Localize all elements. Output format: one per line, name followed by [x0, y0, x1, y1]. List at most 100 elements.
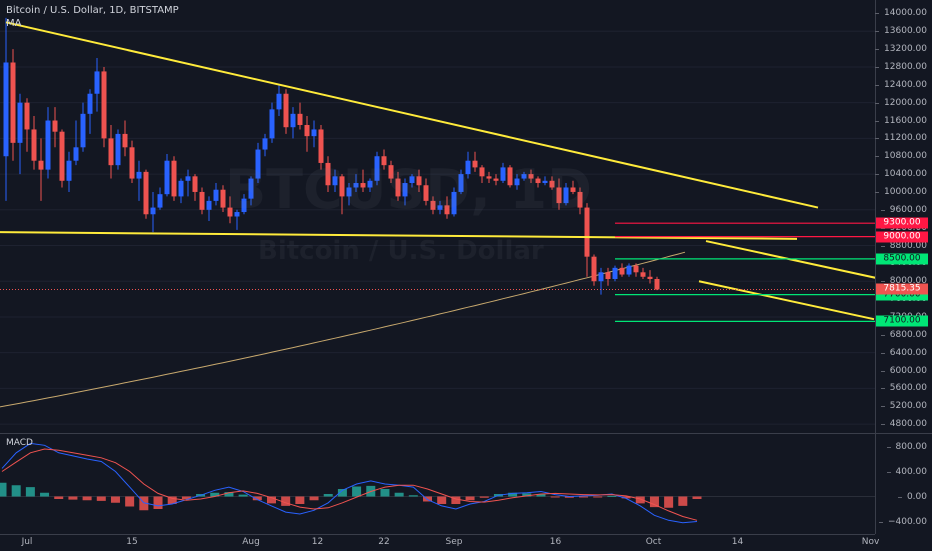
candle-body [416, 176, 422, 186]
macd-chart[interactable] [0, 434, 875, 534]
price-tick-label: 6800.00 [880, 329, 927, 340]
price-axis[interactable]: 4800.00 5200.00 5600.00 6000.00 6400.00 6800.… [875, 0, 932, 433]
trendline-channel-top [705, 240, 875, 279]
macd-histogram-bar [25, 487, 35, 497]
macd-histogram-bar [0, 482, 7, 497]
macd-histogram-bar [224, 492, 234, 497]
macd-tick-label: 400.00 [886, 466, 927, 477]
candle-body [388, 165, 394, 179]
price-tick-label: 10000.00 [875, 186, 927, 197]
time-tick-label: 22 [378, 537, 390, 547]
price-tick-label: 11600.00 [875, 115, 927, 126]
price-tick-label: 4800.00 [880, 419, 927, 430]
price-pane[interactable] [0, 0, 875, 433]
macd-histogram-bar [295, 496, 305, 504]
candle-body [143, 171, 149, 215]
candle-body [269, 109, 275, 139]
macd-histogram-bar [82, 496, 92, 501]
candle-body [101, 71, 107, 139]
candle-body [633, 265, 639, 273]
candle-body [584, 207, 590, 257]
time-tick-label: Aug [242, 537, 260, 547]
candle-body [311, 129, 317, 137]
candle-body [290, 113, 296, 128]
candle-body [171, 160, 177, 197]
support-level-tag: 7100.00 [876, 315, 928, 327]
candle-body [654, 278, 660, 290]
macd-histogram-bar [68, 496, 78, 500]
candle-body [297, 113, 303, 125]
candle-body [598, 272, 604, 282]
price-tick-label: 13600.00 [875, 26, 927, 37]
macd-axis[interactable]: 800.00 400.00 0.00 −400.00 [875, 434, 932, 534]
time-tick-label: Nov [861, 537, 880, 547]
macd-histogram-bar [167, 496, 177, 504]
candle-body [206, 200, 212, 210]
candle-body [367, 180, 373, 188]
candle-body [437, 205, 443, 210]
candle-body [3, 62, 9, 157]
candle-body [640, 272, 646, 277]
candle-body [626, 265, 632, 275]
macd-histogram-bar [11, 485, 21, 497]
macd-histogram-bar [252, 496, 262, 501]
macd-histogram-bar [266, 496, 276, 504]
candle-body [374, 156, 380, 181]
price-chart[interactable] [0, 0, 875, 433]
pane-divider[interactable] [0, 433, 932, 434]
price-tick-label: 5600.00 [880, 383, 927, 394]
macd-histogram-bar [508, 492, 518, 497]
candle-body [353, 183, 359, 188]
macd-title[interactable]: MACD [6, 438, 33, 448]
price-tick-label: 12400.00 [875, 79, 927, 90]
candle-body [612, 267, 618, 279]
candle-body [556, 187, 562, 204]
time-axis[interactable]: Jul 15 Aug 12 22 Sep 16 Oct 14 Nov [0, 534, 879, 551]
macd-histogram-bar [96, 496, 106, 501]
trendline-channel-bottom [698, 280, 875, 321]
price-tick-label: 10800.00 [875, 151, 927, 162]
price-tick-label: 6400.00 [880, 347, 927, 358]
signal-line [1, 448, 698, 521]
candle-body [458, 174, 464, 192]
candle-body [535, 178, 541, 184]
price-tick-label: 13200.00 [875, 44, 927, 55]
candle-body [59, 131, 65, 181]
candle-body [52, 120, 58, 132]
macd-histogram-bar [394, 492, 404, 497]
macd-histogram-bar [40, 492, 50, 497]
macd-histogram-bar [337, 489, 347, 497]
macd-histogram-bar [238, 494, 248, 497]
candle-body [213, 189, 219, 201]
trendline-upper-descending [5, 21, 819, 209]
indicator-label[interactable]: MA [6, 18, 22, 29]
candle-body [136, 171, 142, 179]
macd-histogram-bar [621, 496, 631, 499]
time-tick-label: 12 [311, 537, 324, 547]
candle-body [479, 167, 485, 177]
candle-body [381, 156, 387, 166]
price-tick-label: 10400.00 [875, 169, 927, 180]
time-tick-label: Oct [645, 537, 662, 547]
candle-body [241, 198, 247, 213]
candle-body [304, 124, 310, 137]
candle-body [500, 167, 506, 181]
macd-histogram-bar [649, 496, 659, 508]
price-tick-label: 9600.00 [880, 204, 927, 215]
candle-body [66, 160, 72, 181]
macd-histogram-bar [54, 496, 64, 499]
chart-header: Bitcoin / U.S. Dollar, 1D, BITSTAMP MA [6, 4, 179, 30]
candle-body [542, 180, 548, 184]
candle-body [283, 93, 289, 128]
candle-body [108, 138, 114, 166]
macd-pane[interactable] [0, 434, 875, 534]
candle-body [192, 176, 198, 192]
candle-body [332, 176, 338, 186]
resistance-level-tag: 9300.00 [876, 217, 928, 229]
macd-histogram-bar [536, 494, 546, 497]
price-tick-label: 12000.00 [875, 97, 927, 108]
candle-body [570, 187, 576, 192]
price-tick-label: 8000.00 [880, 276, 927, 287]
time-tick-label: 16 [549, 537, 562, 547]
candle-body [262, 138, 268, 150]
